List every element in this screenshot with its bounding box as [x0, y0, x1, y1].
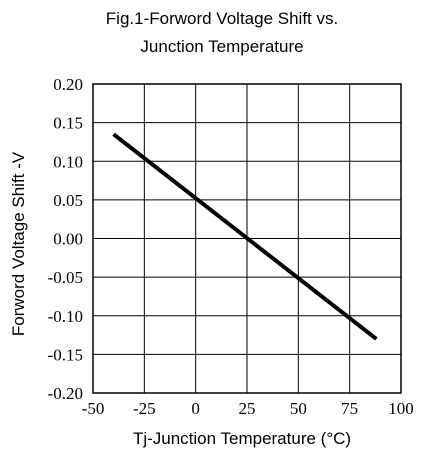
x-tick-label: 75: [341, 399, 358, 418]
x-axis-label: Tj-Junction Temperature (°C): [133, 429, 351, 448]
series-line: [112, 132, 378, 341]
y-tick-label: 0.00: [53, 230, 83, 249]
x-tick-label: 0: [191, 399, 200, 418]
y-tick-labels: 0.20 0.15 0.10 0.05 0.00 -0.05 -0.10 -0.15 -0.20: [48, 75, 83, 403]
x-tick-label: -50: [82, 399, 105, 418]
y-tick-label: 0.10: [53, 152, 83, 171]
x-tick-label: 50: [290, 399, 307, 418]
y-tick-label: -0.15: [48, 345, 83, 364]
y-axis-label: Forword Voltage Shift -V: [9, 151, 28, 336]
y-tick-label: 0.20: [53, 75, 83, 94]
y-tick-label: -0.10: [48, 307, 83, 326]
x-tick-label: 25: [239, 399, 256, 418]
x-tick-label: 100: [388, 399, 414, 418]
x-tick-labels: -50 -25 0 25 50 75 100: [82, 399, 414, 418]
chart-title-line-2: Junction Temperature: [140, 37, 303, 56]
x-tick-label: -25: [133, 399, 156, 418]
plot-area-frame: [92, 83, 402, 394]
series-layer: [112, 132, 378, 341]
y-tick-label: -0.20: [48, 384, 83, 403]
y-tick-label: 0.05: [53, 191, 83, 210]
y-tick-label: -0.05: [48, 268, 83, 287]
y-tick-label: 0.15: [53, 114, 83, 133]
chart-title-line-1: Fig.1-Forword Voltage Shift vs.: [106, 9, 338, 28]
